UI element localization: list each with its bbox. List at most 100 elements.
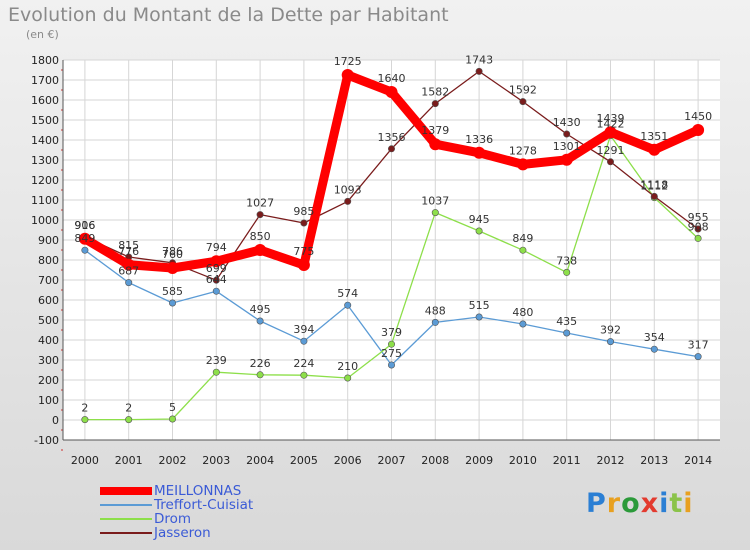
y-tick-label: 800 [38,254,59,267]
data-point-treffort [81,246,89,254]
data-point-meillonnas [210,255,223,268]
data-point-drom [387,340,395,348]
y-tick-label: 200 [38,374,59,387]
data-point-jasseron [694,225,702,233]
data-label-treffort: 574 [337,287,358,300]
x-tick-label: 2009 [465,454,493,467]
x-tick-label: 2005 [290,454,318,467]
data-label-treffort: 488 [425,304,446,317]
y-tick-label: 400 [38,334,59,347]
data-point-jasseron [475,67,483,75]
data-label-treffort: 394 [293,323,314,336]
data-point-treffort [125,279,133,287]
data-label-treffort: 585 [162,285,183,298]
x-tick-label: 2013 [640,454,668,467]
x-tick-label: 2010 [509,454,537,467]
brand-letter: i [683,488,694,519]
data-label-drom: 849 [512,232,533,245]
data-point-drom [563,268,571,276]
x-tick-label: 2006 [334,454,362,467]
data-point-meillonnas [341,69,354,81]
data-label-jasseron: 1027 [246,197,274,210]
data-label-jasseron: 815 [118,239,139,252]
data-point-jasseron [212,276,220,284]
data-label-jasseron: 1743 [465,53,493,66]
data-point-drom [519,246,527,254]
data-point-treffort [300,337,308,345]
data-label-meillonnas: 1278 [509,144,537,157]
data-point-meillonnas [254,244,267,256]
data-label-meillonnas: 1379 [421,124,449,137]
data-label-treffort: 435 [556,315,577,328]
data-label-drom: 2 [81,402,88,415]
data-label-treffort: 495 [250,303,271,316]
data-point-jasseron [344,197,352,205]
legend-swatch-drom [100,518,152,520]
data-label-meillonnas: 776 [118,245,139,258]
y-tick-label: 1600 [31,94,59,107]
data-label-meillonnas: 775 [293,245,314,258]
x-tick-label: 2004 [246,454,274,467]
data-label-drom: 2 [125,402,132,415]
data-label-drom: 945 [469,213,490,226]
data-point-treffort [169,299,177,307]
data-point-drom [344,374,352,382]
data-point-drom [256,371,264,379]
data-label-jasseron: 1291 [597,144,625,157]
data-label-drom: 379 [381,326,402,339]
data-point-treffort [519,320,527,328]
data-label-drom: 239 [206,354,227,367]
data-label-meillonnas: 1301 [553,140,581,153]
data-label-drom: 1037 [421,195,449,208]
x-tick-label: 2011 [553,454,581,467]
data-label-meillonnas: 1336 [465,133,493,146]
data-label-drom: 1112 [640,180,668,193]
data-label-jasseron: 1430 [553,116,581,129]
legend-swatch-jasseron [100,532,152,534]
brand-letter: x [640,488,660,519]
y-tick-label: 1300 [31,154,59,167]
brand-letter: o [621,488,641,519]
grid [63,59,720,441]
y-tick-label: 1500 [31,114,59,127]
data-point-jasseron [606,158,614,166]
data-point-treffort [256,317,264,325]
data-label-drom: 908 [688,220,709,233]
y-tick-label: 1400 [31,134,59,147]
data-point-meillonnas [122,258,135,271]
legend-swatch-meillonnas [100,487,152,495]
x-tick-label: 2008 [421,454,449,467]
data-label-jasseron: 699 [206,262,227,275]
x-tick-label: 2000 [71,454,99,467]
x-tick-label: 2002 [159,454,187,467]
brand-letter: P [586,488,607,519]
data-label-treffort: 392 [600,324,621,337]
data-point-meillonnas [166,262,179,274]
legend-label-drom: Drom [154,511,192,527]
data-label-meillonnas: 1725 [334,55,362,68]
data-label-treffort: 275 [381,347,402,360]
data-label-jasseron: 1118 [640,178,668,191]
data-point-treffort [387,361,395,369]
data-label-jasseron: 1356 [378,131,406,144]
y-tick-label: 1700 [31,74,59,87]
data-label-jasseron: 786 [162,245,183,258]
data-point-drom [212,368,220,376]
data-label-treffort: 317 [688,339,709,352]
data-label-meillonnas: 906 [74,219,95,232]
y-tick-label: 1100 [31,194,59,207]
data-point-jasseron [256,211,264,219]
brand-logo: Proxiti [586,488,694,519]
data-label-jasseron: 1093 [334,183,362,196]
data-point-drom [81,416,89,424]
data-point-jasseron [563,130,571,138]
x-tick-label: 2003 [202,454,230,467]
data-label-treffort: 849 [74,232,95,245]
data-label-jasseron: 985 [293,205,314,218]
y-tick-label: 300 [38,354,59,367]
data-point-meillonnas [473,146,486,159]
data-point-meillonnas [429,138,442,151]
data-label-treffort: 687 [118,265,139,278]
